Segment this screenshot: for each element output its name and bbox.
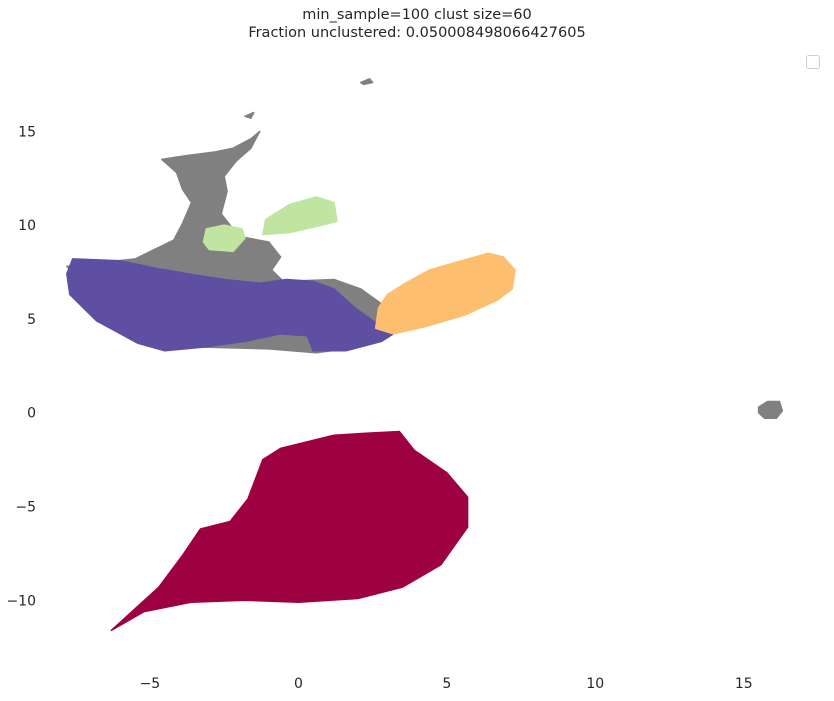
cluster-region-cluster_red-0: [110, 430, 469, 632]
y-tick-label: 10: [18, 218, 36, 234]
axis-ticks: −5 0 5 10 15 −10 −5 0 5 10 15: [6, 124, 752, 692]
x-tick-label: 0: [294, 676, 303, 692]
legend: [806, 55, 820, 69]
chart-subtitle: Fraction unclustered: 0.0500084980664276…: [248, 25, 586, 41]
cluster-region-cluster_purple-0: [66, 258, 407, 352]
y-tick-label: 5: [27, 312, 36, 328]
y-tick-label: 0: [27, 406, 36, 422]
cluster-region-cluster_green-0: [262, 196, 338, 236]
y-tick-label: −10: [6, 593, 36, 609]
cluster-region-unclustered-2: [359, 78, 374, 86]
cluster-region-cluster_green-1: [202, 224, 246, 253]
cluster-region-cluster_orange-0: [374, 252, 516, 335]
cluster-region-unclustered-1: [757, 400, 784, 420]
plot-area: [66, 78, 784, 632]
x-tick-label: 15: [735, 676, 753, 692]
y-tick-label: 15: [18, 124, 36, 140]
y-tick-label: −5: [15, 500, 36, 516]
x-tick-label: 5: [442, 676, 451, 692]
x-tick-label: −5: [140, 676, 161, 692]
cluster-region-unclustered-3: [244, 111, 255, 119]
chart-title: min_sample=100 clust size=60: [302, 7, 532, 23]
x-tick-label: 10: [586, 676, 604, 692]
